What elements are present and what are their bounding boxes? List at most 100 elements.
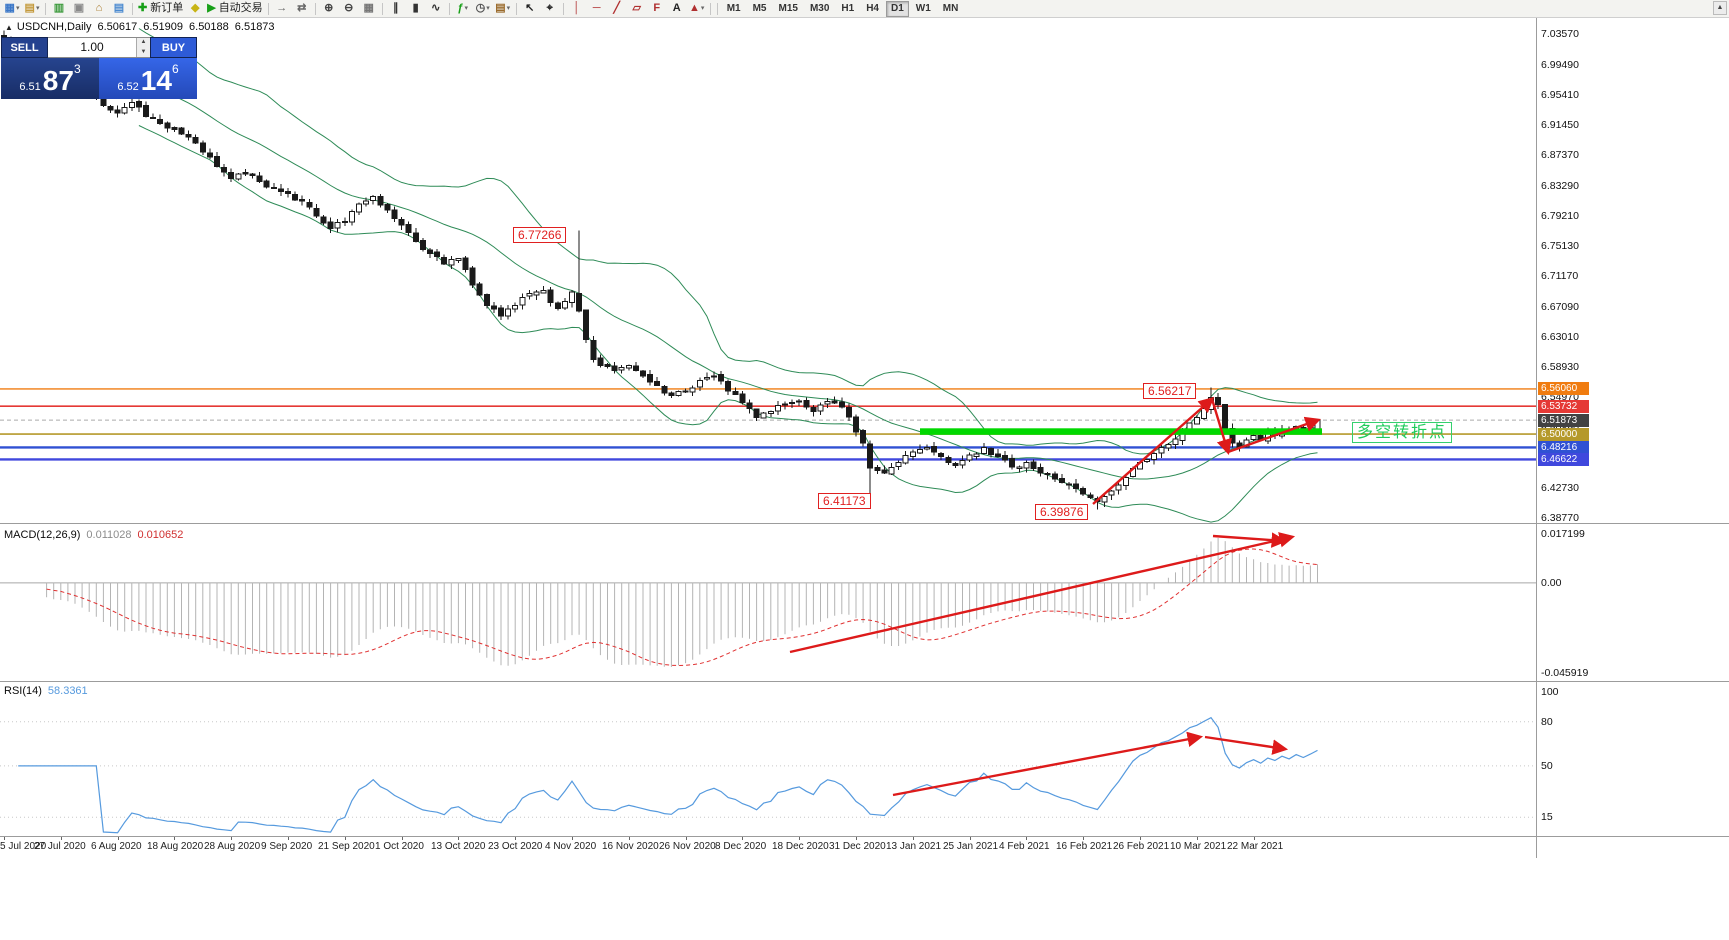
periods-dropdown-icon[interactable]: ▾	[486, 5, 490, 12]
rsi-axis-50: 50	[1541, 759, 1553, 772]
time-label-7: 1 Oct 2020	[375, 841, 424, 852]
price-tick-6.58930: 6.58930	[1541, 361, 1579, 374]
tf-button-h4[interactable]: H4	[866, 2, 879, 14]
toolbar-separator	[515, 2, 517, 15]
rsi-title: RSI(14) 58.3361	[4, 685, 88, 697]
toolbar-profiles-icon[interactable]: ▤ ▾	[22, 1, 42, 16]
lot-stepper[interactable]: ▲ ▼	[136, 38, 150, 57]
lot-up-icon[interactable]: ▲	[137, 38, 150, 48]
toolbar-chart-line-icon[interactable]: ∿	[426, 1, 446, 16]
macd-signal-line	[46, 548, 1318, 667]
buy-button[interactable]: BUY	[150, 37, 197, 58]
toolbar-channel-tool-icon[interactable]: ▱	[627, 1, 647, 16]
support-band[interactable]	[920, 428, 1322, 435]
time-label-10: 4 Nov 2020	[545, 841, 597, 852]
time-label-14: 18 Dec 2020	[772, 841, 829, 852]
toolbar-auto-trading-button[interactable]: ▶ 自动交易	[205, 1, 264, 16]
templates-dropdown-icon[interactable]: ▾	[506, 5, 511, 12]
tf-button-m1[interactable]: M1	[726, 2, 741, 14]
toolbar-data-window-icon[interactable]: ▣	[69, 1, 89, 16]
time-label-8: 13 Oct 2020	[431, 841, 486, 852]
time-axis-separator	[0, 836, 1729, 837]
main-chart-window	[0, 28, 1536, 523]
toolbar-crosshair-icon[interactable]: ⌖	[540, 1, 560, 16]
macd-window	[0, 538, 1536, 667]
price-tick-6.63010: 6.63010	[1541, 330, 1579, 343]
ohlc-open: 6.50617	[97, 21, 138, 33]
profiles-dropdown-icon[interactable]: ▾	[35, 5, 40, 12]
price-tick-6.38770: 6.38770	[1541, 512, 1579, 524]
tf-button-m5[interactable]: M5	[752, 2, 767, 14]
time-label-5: 9 Sep 2020	[261, 841, 313, 852]
toolbar-terminal-icon[interactable]: ▤	[109, 1, 129, 16]
lot-down-icon[interactable]: ▼	[137, 47, 150, 57]
tf-button-mn[interactable]: MN	[942, 2, 959, 14]
candlesticks[interactable]	[1, 30, 1321, 510]
time-tick	[1254, 837, 1255, 840]
navigator-icon: ⌂	[95, 2, 103, 14]
trend-arrows[interactable]	[789, 396, 1321, 797]
lot-size-field[interactable]: 1.00 ▲ ▼	[48, 37, 150, 58]
toolbar-cursor-icon[interactable]: ↖	[520, 1, 540, 16]
buy-price-display[interactable]: 6.52 14 6	[99, 58, 197, 99]
toolbar-indicators-icon[interactable]: ƒ ▾	[453, 1, 473, 16]
arrows-tool-dropdown-icon[interactable]: ▾	[700, 5, 705, 12]
macd-title: MACD(12,26,9) 0.011028 0.010652	[4, 529, 183, 541]
macd-window-separator[interactable]	[0, 523, 1729, 524]
toolbar-periods-icon[interactable]: ◷ ▾	[473, 1, 493, 16]
sell-price-prefix: 6.51	[19, 81, 41, 93]
toolbar-new-chart-icon[interactable]: ▦ ▾	[2, 1, 22, 16]
tf-button-h1[interactable]: H1	[841, 2, 855, 14]
price-callout-6.56217[interactable]: 6.56217	[1143, 383, 1197, 399]
time-label-12: 26 Nov 2020	[659, 841, 716, 852]
toolbar-metaeditor-icon[interactable]: ◆	[185, 1, 205, 16]
rsi-axis-15: 15	[1541, 811, 1553, 824]
time-tick	[174, 837, 175, 840]
chart-collapse-icon[interactable]: ▲	[5, 23, 13, 32]
toolbar-fibonacci-tool-icon[interactable]: F	[647, 1, 667, 16]
toolbar-vertical-line-tool-icon[interactable]: │	[567, 1, 587, 16]
toolbar-horizontal-line-tool-icon[interactable]: ─	[587, 1, 607, 16]
toolbar-chart-bars-icon[interactable]: ∥	[386, 1, 406, 16]
horizontal-levels[interactable]	[0, 388, 1536, 461]
toolbar-market-watch-icon[interactable]: ▥	[49, 1, 69, 16]
toolbar-text-tool-icon[interactable]: A	[667, 1, 687, 16]
indicators-dropdown-icon[interactable]: ▾	[464, 5, 468, 12]
tf-button-w1[interactable]: W1	[915, 2, 931, 14]
toolbar-chart-shift-icon[interactable]: ⇄	[292, 1, 312, 16]
sell-price-display[interactable]: 6.51 87 3	[1, 58, 99, 99]
time-label-9: 23 Oct 2020	[488, 841, 543, 852]
toolbar-chart-candles-icon[interactable]: ▮	[406, 1, 426, 16]
sell-button[interactable]: SELL	[1, 37, 48, 58]
pivot-annotation[interactable]: 多空转折点	[1352, 422, 1453, 443]
price-tag-6.50000: 6.50000	[1538, 427, 1589, 441]
ohlc-high: 6.51909	[143, 21, 184, 33]
toolbar-new-order-button[interactable]: ✚ 新订单	[136, 1, 185, 16]
bollinger-bands	[138, 28, 1318, 523]
rsi-window-separator[interactable]	[0, 681, 1729, 682]
toolbar-templates-icon[interactable]: ▤ ▾	[493, 1, 513, 16]
tf-button-d1[interactable]: D1	[886, 0, 909, 17]
toolbar-zoom-out-icon[interactable]: ⊖	[339, 1, 359, 16]
new-chart-dropdown-icon[interactable]: ▾	[15, 5, 20, 12]
tf-button-m30[interactable]: M30	[809, 2, 830, 14]
toolbar-auto-scroll-icon[interactable]: →	[272, 1, 292, 16]
toolbar-arrows-tool-icon[interactable]: ▲ ▾	[687, 1, 707, 16]
toolbar-navigator-icon[interactable]: ⌂	[89, 1, 109, 16]
toolbar-zoom-in-icon[interactable]: ⊕	[319, 1, 339, 16]
zoom-in-icon: ⊕	[324, 2, 334, 14]
toolbar-tile-windows-icon[interactable]: ▦	[359, 1, 379, 16]
vertical-line-tool-icon: │	[573, 2, 581, 14]
time-label-0: 5 Jul 2020	[0, 841, 47, 852]
tf-button-m15[interactable]: M15	[778, 2, 798, 14]
price-callout-6.77266[interactable]: 6.77266	[513, 227, 567, 243]
time-tick	[1197, 837, 1198, 840]
rsi-value: 58.3361	[47, 685, 88, 697]
time-tick	[856, 837, 857, 840]
price-callout-6.39876[interactable]: 6.39876	[1035, 504, 1089, 520]
toolbar-overflow-button[interactable]: ▲	[1713, 1, 1727, 15]
toolbar-trendline-tool-icon[interactable]: ╱	[607, 1, 627, 16]
price-callout-6.41173[interactable]: 6.41173	[818, 493, 871, 509]
